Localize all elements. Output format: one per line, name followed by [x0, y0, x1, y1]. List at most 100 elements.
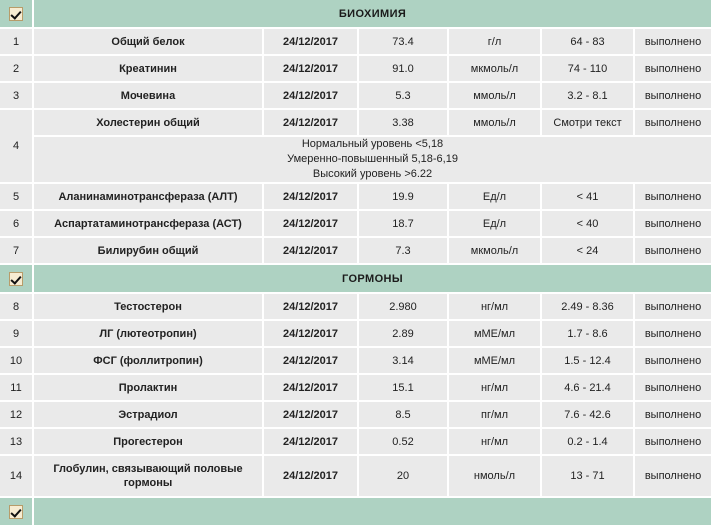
row-parameter-name: Тестостерон	[33, 293, 264, 321]
checked-checkbox-icon[interactable]	[9, 504, 23, 519]
row-date: 24/12/2017	[263, 183, 359, 211]
table-row[interactable]: 12 Эстрадиол 24/12/2017 8.5 пг/мл 7.6 - 42.6 в…	[0, 401, 712, 429]
row-note-text: Нормальный уровень <5,18 Умеренно-повышен…	[33, 136, 712, 184]
row-date: 24/12/2017	[263, 428, 359, 456]
table-row[interactable]: 1 Общий белок 24/12/2017 73.4 г/л 64 - 83 выпо…	[0, 28, 712, 56]
parameter-name-text: ЛГ (лютеотропин)	[99, 327, 197, 340]
row-index: 11	[0, 374, 34, 402]
row-result-value: 0.52	[358, 428, 449, 456]
row-reference-range: 7.6 - 42.6	[541, 401, 635, 429]
table-row[interactable]: 14 Глобулин, связывающий половые гормоны 2…	[0, 455, 712, 498]
row-parameter-name: ЛГ (лютеотропин)	[33, 320, 264, 348]
table-row[interactable]: 7 Билирубин общий 24/12/2017 7.3 мкмоль/л < 2…	[0, 237, 712, 265]
section-title: ГОРМОНЫ	[33, 264, 712, 294]
table-row[interactable]: 2 Креатинин 24/12/2017 91.0 мкмоль/л 74 - 110…	[0, 55, 712, 83]
parameter-name-text: Аспартатаминотрансфераза (АСТ)	[54, 217, 242, 230]
row-status: выполнено	[634, 428, 712, 456]
row-parameter-name: Общий белок	[33, 28, 264, 56]
row-index: 14	[0, 455, 34, 498]
row-reference-range: 0.2 - 1.4	[541, 428, 635, 456]
parameter-name-text: Пролактин	[118, 381, 178, 394]
row-index: 3	[0, 82, 34, 110]
parameter-name-text: Мочевина	[120, 89, 176, 102]
row-index: 8	[0, 293, 34, 321]
row-date: 24/12/2017	[263, 109, 359, 137]
parameter-name-text: Глобулин, связывающий половые гормоны	[53, 463, 243, 489]
parameter-name-text: Прогестерон	[113, 435, 183, 448]
table-row[interactable]: 3 Мочевина 24/12/2017 5.3 ммоль/л 3.2 - 8.1 вы…	[0, 82, 712, 110]
table-row[interactable]: 6 Аспартатаминотрансфераза (АСТ) 24/12/201…	[0, 210, 712, 238]
table-row[interactable]: 10 ФСГ (фоллитропин) 24/12/2017 3.14 мМЕ/мл 1…	[0, 347, 712, 375]
row-status: выполнено	[634, 455, 712, 498]
row-result-value: 73.4	[358, 28, 449, 56]
row-date: 24/12/2017	[263, 293, 359, 321]
row-reference-range: 1.5 - 12.4	[541, 347, 635, 375]
checked-checkbox-icon[interactable]	[9, 6, 23, 21]
row-index: 4	[0, 109, 34, 184]
row-parameter-name: ФСГ (фоллитропин)	[33, 347, 264, 375]
row-reference-range: < 41	[541, 183, 635, 211]
row-index: 6	[0, 210, 34, 238]
row-index: 13	[0, 428, 34, 456]
row-result-value: 2.89	[358, 320, 449, 348]
row-result-value: 91.0	[358, 55, 449, 83]
parameter-name-text: Билирубин общий	[97, 244, 199, 257]
row-result-value: 3.38	[358, 109, 449, 137]
row-status: выполнено	[634, 210, 712, 238]
parameter-name-text: Эстрадиол	[118, 408, 178, 421]
section-checkbox-cell[interactable]	[0, 0, 34, 29]
row-unit: ммоль/л	[448, 82, 542, 110]
row-status: выполнено	[634, 109, 712, 137]
row-index: 9	[0, 320, 34, 348]
parameter-name-text: ФСГ (фоллитропин)	[93, 354, 203, 367]
row-result-value: 2.980	[358, 293, 449, 321]
row-note: Нормальный уровень <5,18 Умеренно-повышен…	[0, 136, 712, 184]
section-title: БИОХИМИЯ	[33, 0, 712, 29]
row-index: 1	[0, 28, 34, 56]
row-unit: г/л	[448, 28, 542, 56]
row-date: 24/12/2017	[263, 82, 359, 110]
section-header-row: БИОХИМИЯ	[0, 0, 712, 29]
row-reference-range: 1.7 - 8.6	[541, 320, 635, 348]
row-reference-range: 2.49 - 8.36	[541, 293, 635, 321]
row-date: 24/12/2017	[263, 237, 359, 265]
row-date: 24/12/2017	[263, 28, 359, 56]
section-checkbox-cell[interactable]	[0, 264, 34, 294]
row-date: 24/12/2017	[263, 55, 359, 83]
row-reference-range: 3.2 - 8.1	[541, 82, 635, 110]
checked-checkbox-icon[interactable]	[9, 271, 23, 286]
row-note-line: Высокий уровень >6.22	[312, 168, 433, 180]
parameter-name-text: Креатинин	[119, 62, 177, 75]
row-index: 5	[0, 183, 34, 211]
row-reference-range: < 40	[541, 210, 635, 238]
table-row[interactable]: 11 Пролактин 24/12/2017 15.1 нг/мл 4.6 - 21.4…	[0, 374, 712, 402]
row-reference-range: 13 - 71	[541, 455, 635, 498]
row-result-value: 15.1	[358, 374, 449, 402]
row-unit: Ед/л	[448, 210, 542, 238]
row-index: 10	[0, 347, 34, 375]
row-unit: нг/мл	[448, 374, 542, 402]
row-unit: Ед/л	[448, 183, 542, 211]
table-row[interactable]: 4 Холестерин общий 24/12/2017 3.38 ммоль/л См…	[0, 109, 712, 184]
row-note-line: Нормальный уровень <5,18	[301, 138, 444, 150]
row-parameter-name: Эстрадиол	[33, 401, 264, 429]
table-row[interactable]: 13 Прогестерон 24/12/2017 0.52 нг/мл 0.2 - 1.…	[0, 428, 712, 456]
row-reference-range: 64 - 83	[541, 28, 635, 56]
table-row[interactable]: 5 Аланинаминотрансфераза (АЛТ) 24/12/2017 1…	[0, 183, 712, 211]
section-checkbox-cell[interactable]	[0, 497, 34, 527]
row-status: выполнено	[634, 293, 712, 321]
row-unit: нг/мл	[448, 428, 542, 456]
row-result-value: 8.5	[358, 401, 449, 429]
row-status: выполнено	[634, 401, 712, 429]
table-row[interactable]: 8 Тестостерон 24/12/2017 2.980 нг/мл 2.49 - 8…	[0, 293, 712, 321]
row-unit: мкмоль/л	[448, 55, 542, 83]
row-status: выполнено	[634, 55, 712, 83]
row-unit: мкмоль/л	[448, 237, 542, 265]
row-index: 12	[0, 401, 34, 429]
row-status: выполнено	[634, 82, 712, 110]
row-note-line: Умеренно-повышенный 5,18-6,19	[287, 153, 458, 165]
row-unit: нг/мл	[448, 293, 542, 321]
table-row[interactable]: 9 ЛГ (лютеотропин) 24/12/2017 2.89 мМЕ/мл 1.7…	[0, 320, 712, 348]
row-result-value: 19.9	[358, 183, 449, 211]
